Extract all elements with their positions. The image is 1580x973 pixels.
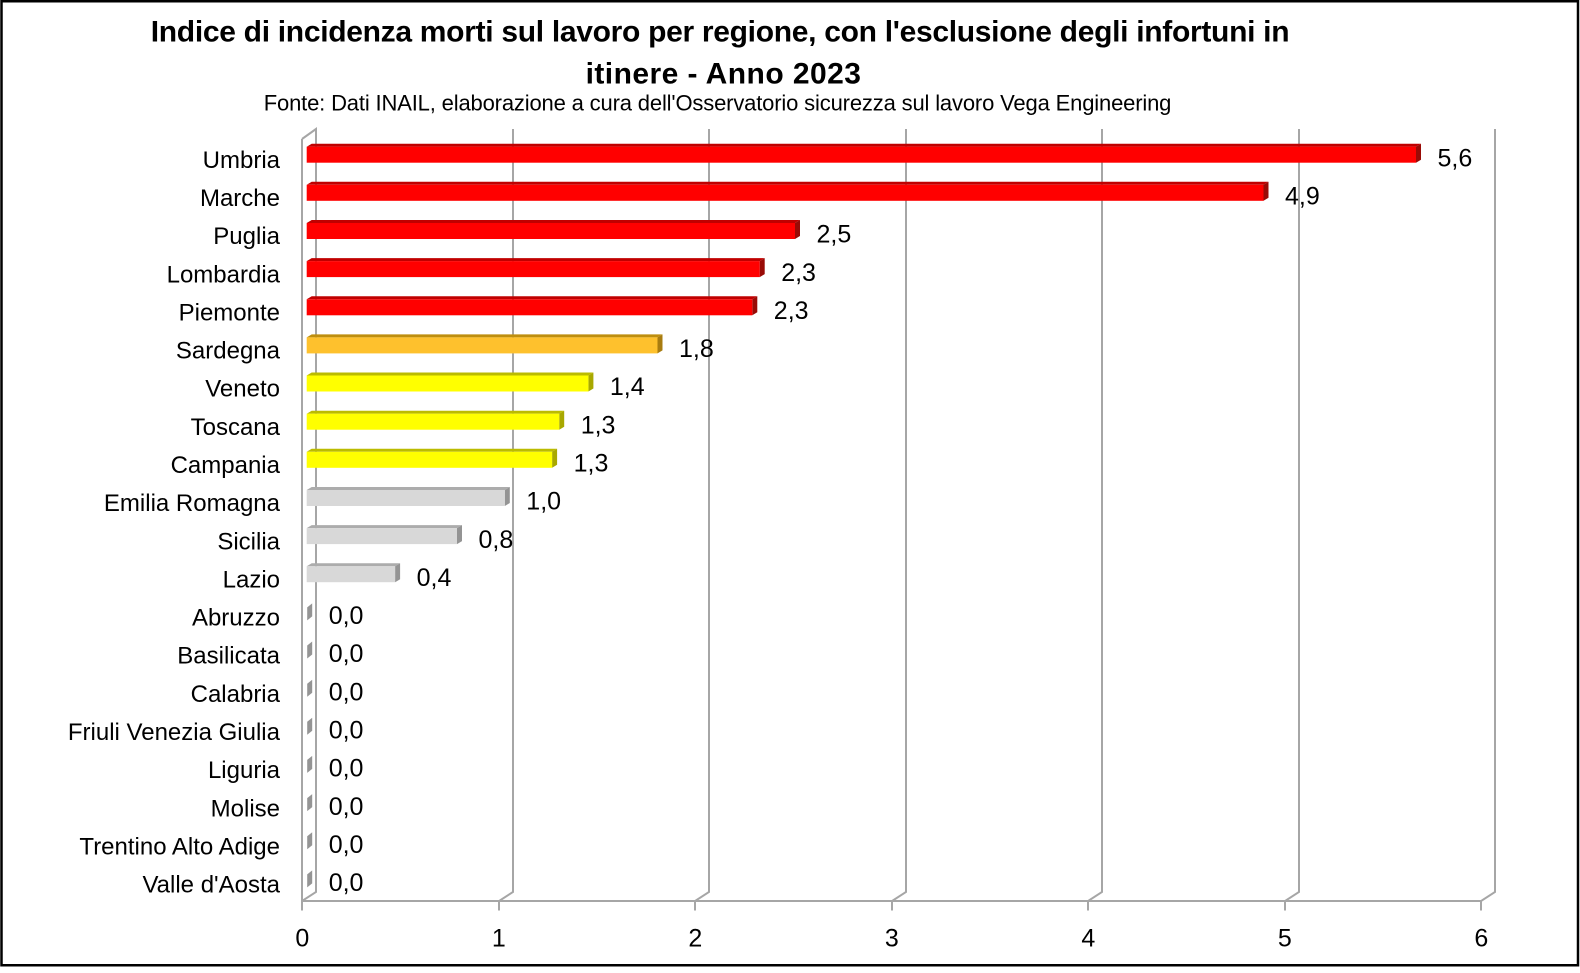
svg-text:1,0: 1,0 (526, 488, 561, 516)
svg-text:itinere - Anno 2023: itinere - Anno 2023 (586, 57, 862, 90)
svg-text:0,0: 0,0 (329, 793, 364, 821)
svg-text:Umbria: Umbria (203, 147, 281, 174)
svg-text:5: 5 (1278, 925, 1292, 953)
svg-text:0,0: 0,0 (329, 717, 364, 745)
svg-text:Lombardia: Lombardia (167, 261, 281, 288)
svg-text:0,0: 0,0 (329, 831, 364, 859)
svg-text:Valle d'Aosta: Valle d'Aosta (142, 872, 280, 899)
svg-text:4: 4 (1081, 925, 1095, 953)
svg-text:2,3: 2,3 (774, 297, 809, 325)
svg-text:Piemonte: Piemonte (179, 300, 280, 327)
svg-text:0,0: 0,0 (329, 869, 364, 897)
svg-text:Veneto: Veneto (205, 376, 280, 403)
svg-text:0,4: 0,4 (417, 564, 452, 592)
svg-text:1,4: 1,4 (610, 373, 645, 401)
svg-text:Fonte: Dati INAIL, elaborazion: Fonte: Dati INAIL, elaborazione a cura d… (264, 90, 1172, 115)
svg-text:Toscana: Toscana (191, 414, 281, 441)
svg-text:0,0: 0,0 (329, 678, 364, 706)
svg-text:6: 6 (1474, 925, 1488, 953)
svg-text:Sardegna: Sardegna (176, 338, 281, 365)
svg-text:0,0: 0,0 (329, 755, 364, 783)
svg-text:Sicilia: Sicilia (217, 528, 280, 555)
svg-text:Marche: Marche (200, 185, 280, 212)
svg-text:0,8: 0,8 (479, 526, 514, 554)
svg-text:1: 1 (492, 925, 506, 953)
svg-text:0,0: 0,0 (329, 602, 364, 630)
svg-text:2,5: 2,5 (817, 221, 852, 249)
svg-text:2,3: 2,3 (781, 259, 816, 287)
svg-text:2: 2 (688, 925, 702, 953)
svg-text:0,0: 0,0 (329, 640, 364, 668)
svg-text:Liguria: Liguria (208, 757, 281, 784)
svg-text:1,3: 1,3 (581, 411, 616, 439)
svg-text:Puglia: Puglia (213, 223, 280, 250)
svg-text:0: 0 (295, 925, 309, 953)
svg-text:Trentino Alto Adige: Trentino Alto Adige (79, 833, 280, 860)
svg-text:Abruzzo: Abruzzo (192, 605, 280, 632)
svg-text:Emilia Romagna: Emilia Romagna (104, 490, 281, 517)
svg-text:Basilicata: Basilicata (177, 643, 280, 670)
svg-text:Calabria: Calabria (191, 681, 281, 708)
svg-text:3: 3 (885, 925, 899, 953)
svg-text:4,9: 4,9 (1285, 183, 1320, 211)
svg-text:1,3: 1,3 (574, 450, 609, 478)
svg-text:5,6: 5,6 (1438, 144, 1473, 172)
svg-text:Lazio: Lazio (223, 566, 280, 593)
svg-text:Campania: Campania (171, 452, 281, 479)
svg-text:Molise: Molise (211, 795, 280, 822)
svg-text:Friuli Venezia Giulia: Friuli Venezia Giulia (68, 719, 281, 746)
svg-text:1,8: 1,8 (679, 335, 714, 363)
svg-text:Indice di incidenza morti sul: Indice di incidenza morti sul lavoro per… (151, 16, 1289, 49)
